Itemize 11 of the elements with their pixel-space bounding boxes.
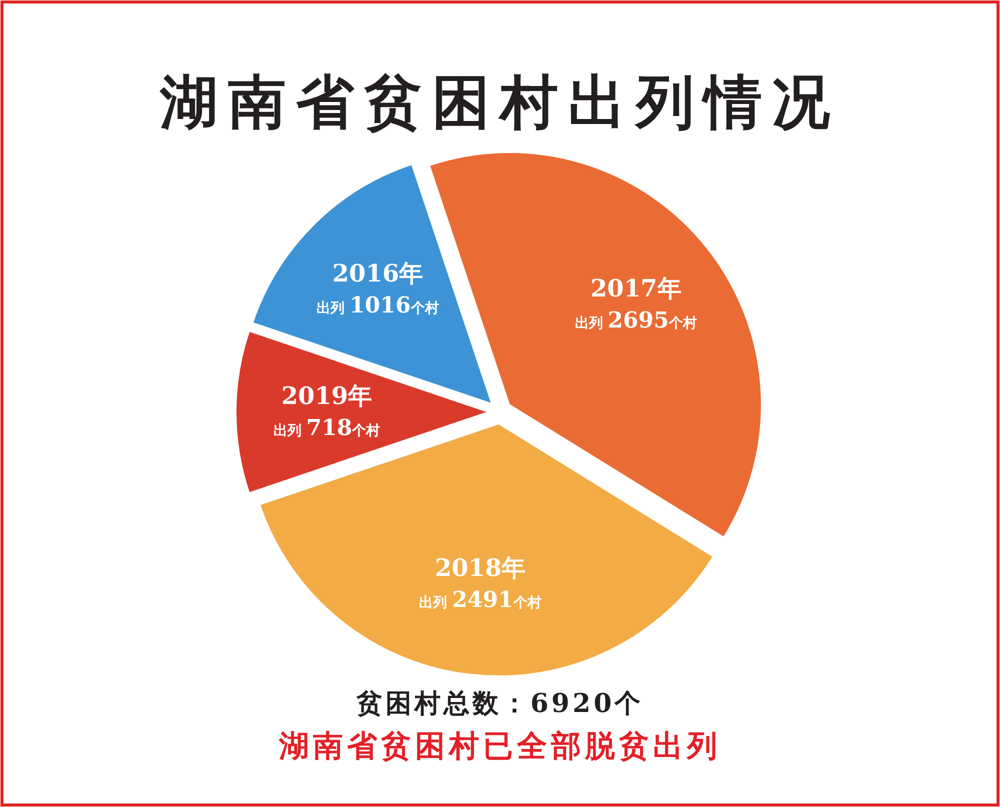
data-label: 出列 2695个村 bbox=[574, 307, 697, 334]
slice-label: 2019年 bbox=[281, 381, 372, 410]
text: 湖南省贫困村已全部脱贫出列 bbox=[278, 729, 721, 764]
data-label: 出列 718个村 bbox=[273, 415, 380, 441]
slice-label: 2018年 bbox=[434, 553, 526, 582]
slice-label: 2016年 bbox=[332, 258, 424, 288]
chart-title: 湖南省贫困村出列情况 bbox=[159, 68, 840, 136]
data-label: 出列 1016个村 bbox=[316, 292, 439, 318]
text: 贫困村总数：6920个 bbox=[355, 689, 644, 719]
data-label: 出列 2491个村 bbox=[419, 587, 542, 614]
slice-label: 2017年 bbox=[590, 273, 682, 302]
